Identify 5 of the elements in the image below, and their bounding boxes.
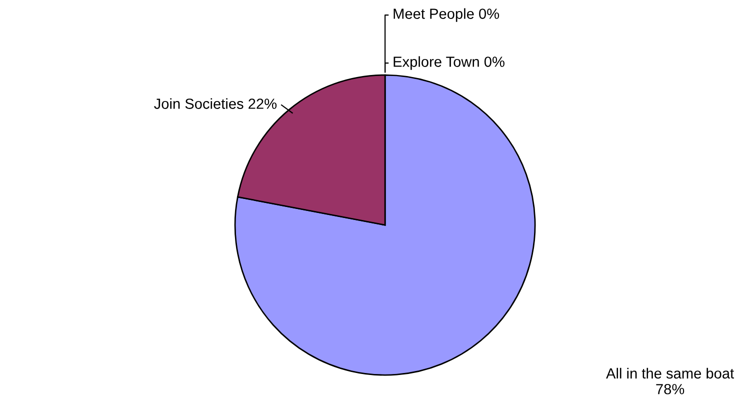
slice-label: All in the same boat (606, 368, 734, 379)
slice-label: Join Societies 22% (154, 98, 277, 109)
category-label: Meet People 0% (394, 8, 500, 22)
legend-label: Explore Town 0% (394, 56, 504, 70)
data-label: 78% (656, 384, 684, 394)
